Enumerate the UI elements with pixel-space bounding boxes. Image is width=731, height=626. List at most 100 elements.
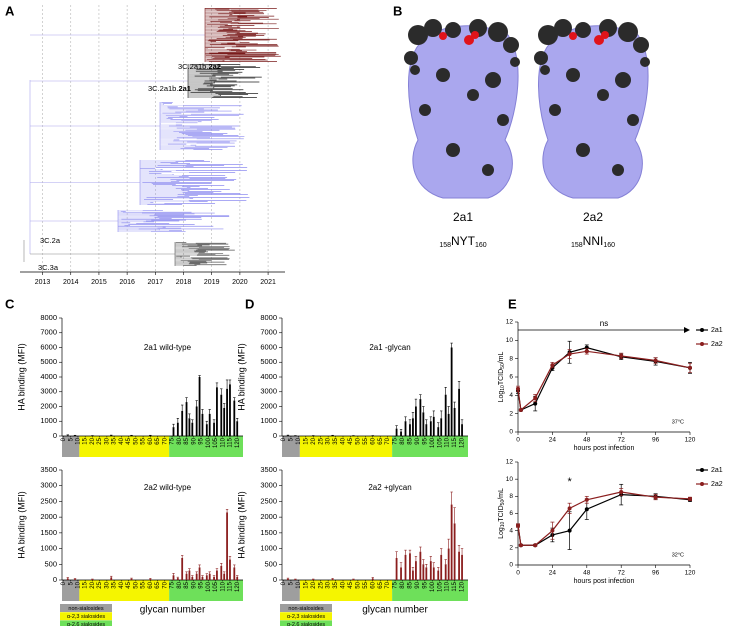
glycan-group-band: [299, 436, 393, 457]
error-bar: [188, 413, 191, 419]
x-tick-label: 48: [583, 437, 591, 444]
bar: [74, 579, 76, 580]
bar: [198, 377, 201, 436]
y-tick-label: 3000: [40, 481, 57, 490]
x-tick-label: 55: [363, 581, 369, 588]
x-tick-label: 85: [184, 437, 190, 444]
bar: [226, 512, 228, 580]
x-tick-label: 25: [97, 437, 103, 444]
bar: [201, 413, 204, 436]
text-part: 158: [439, 242, 451, 249]
bar: [444, 394, 447, 436]
legend-swatch: [60, 604, 112, 612]
glycan: [436, 68, 450, 82]
x-tick-label: 115: [228, 581, 234, 591]
x-tick-label: 25: [97, 581, 103, 588]
error-bar: [191, 419, 194, 423]
x-tick-label: 80: [400, 437, 406, 444]
bar: [172, 427, 175, 436]
x-tick-label: 115: [452, 581, 458, 591]
x-tick-label: 48: [583, 570, 591, 577]
bar: [66, 435, 69, 436]
glycan: [467, 89, 479, 101]
glycan-group-band: [169, 580, 243, 601]
error-bar: [450, 342, 453, 348]
x-tick-label: 120: [460, 437, 466, 448]
x-tick-label: 110: [220, 581, 226, 591]
site-158: [569, 32, 577, 40]
error-bar: [191, 575, 194, 577]
x-tick-label: 96: [652, 570, 660, 577]
error-bar: [172, 423, 175, 428]
y-tick-label: 12: [506, 319, 514, 326]
x-tick-label: 2015: [91, 279, 107, 286]
x-tick-label: 45: [126, 437, 132, 444]
x-tick-label: 60: [148, 581, 154, 588]
y-tick-label: 6000: [40, 342, 57, 351]
bar: [181, 558, 184, 580]
bar: [409, 553, 411, 580]
x-tick-label: 120: [685, 570, 696, 577]
y-tick-label: 0: [509, 562, 513, 569]
y-tick-label: 8: [509, 493, 513, 500]
glycan-group-band: [282, 436, 300, 457]
bar: [287, 435, 289, 436]
legend-swatch: [280, 604, 332, 612]
legend-swatch: [280, 620, 332, 626]
x-tick-label: 70: [162, 437, 168, 444]
error-bar: [331, 578, 334, 580]
error-bar: [228, 556, 232, 560]
x-tick-label: 15: [303, 437, 309, 444]
x-tick-label: 2016: [119, 279, 135, 286]
y-tick-label: 0: [273, 431, 277, 440]
error-bar: [432, 410, 435, 417]
temperature-note: 37°C: [672, 419, 684, 425]
error-bar: [419, 394, 422, 400]
bar: [432, 567, 435, 580]
chart-title: 2a1 -glycan: [369, 343, 410, 352]
x-axis-label: glycan number: [140, 605, 206, 616]
glycan: [566, 68, 580, 82]
text-part: 10: [500, 521, 506, 527]
x-tick-label: 0: [281, 581, 287, 585]
error-bar: [460, 548, 464, 555]
panel-letter: B: [393, 3, 402, 18]
y-tick-label: 7000: [260, 328, 277, 337]
y-tick-label: 1000: [40, 416, 57, 425]
x-tick-label: 35: [112, 437, 118, 444]
x-tick-label: 20: [90, 437, 96, 444]
error-bar: [422, 559, 425, 565]
glycan: [488, 22, 508, 42]
legend-label: 2a1: [711, 467, 723, 474]
error-bar: [395, 551, 398, 558]
x-tick-label: 80: [177, 437, 183, 444]
y-tick-label: 0: [273, 575, 277, 584]
bar: [229, 384, 231, 436]
y-tick-label: 2: [509, 410, 513, 417]
legend-label: α-2,6 sialosides: [287, 622, 326, 626]
x-tick-label: 15: [83, 437, 89, 444]
bar: [437, 427, 440, 436]
error-bar: [176, 576, 180, 579]
bar: [404, 554, 407, 580]
error-bar: [180, 404, 184, 411]
x-tick-label: 115: [452, 437, 458, 447]
y-tick-label: 8: [509, 355, 513, 362]
error-bar: [440, 548, 443, 555]
error-bar: [220, 388, 223, 395]
bar: [409, 424, 411, 436]
bar: [220, 565, 223, 580]
text-part: 10: [500, 385, 506, 391]
error-bar: [233, 564, 236, 568]
y-tick-label: 0: [509, 429, 513, 436]
x-tick-label: 120: [235, 581, 241, 592]
x-tick-label: 110: [445, 437, 451, 447]
x-tick-label: 40: [341, 437, 347, 444]
data-point: [619, 353, 624, 358]
error-bar: [201, 409, 204, 414]
glycan: [446, 143, 460, 157]
data-point: [584, 507, 589, 512]
x-tick-label: 75: [393, 437, 399, 444]
glycan: [419, 104, 431, 116]
